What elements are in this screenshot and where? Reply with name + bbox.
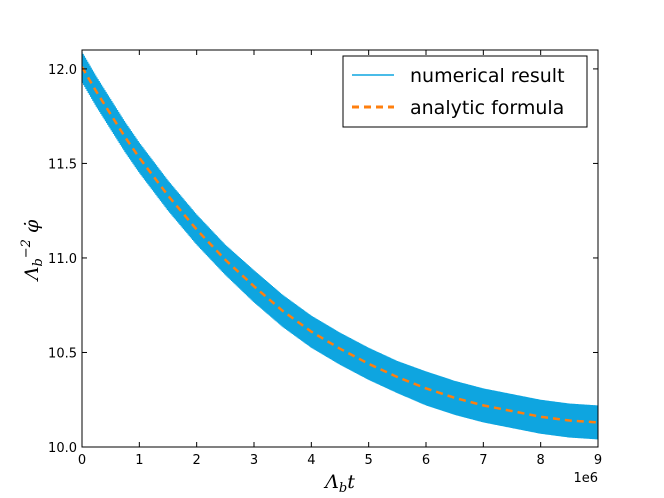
x-tick-label: 5: [365, 453, 373, 468]
plot-frame: [81, 49, 599, 448]
x-tick-label: 0: [78, 453, 86, 468]
x-tick-label: 6: [422, 453, 430, 468]
x-tick-label: 2: [193, 453, 201, 468]
axis-ticks: 0 1 2 3 4 5 6 7 8 9 10.0 10.5 11.0 11.5 12.0: [48, 49, 602, 468]
legend-label-numerical: numerical result: [410, 65, 565, 87]
legend: numerical result analytic formula: [342, 55, 588, 128]
x-tick-label: 3: [250, 453, 258, 468]
x-tick-label: 1: [135, 453, 143, 468]
y-tick-label: 12.0: [48, 63, 77, 78]
y-tick-label: 10.5: [48, 346, 77, 361]
x-tick-label: 8: [537, 453, 545, 468]
y-axis-label: Λb−2 φ̇: [19, 219, 46, 282]
plot-area: [82, 51, 598, 440]
y-tick-label: 11.5: [48, 157, 77, 172]
legend-label-analytic: analytic formula: [410, 97, 564, 119]
y-tick-label: 10.0: [48, 441, 77, 456]
x-tick-label: 9: [594, 453, 602, 468]
y-tick-label: 11.0: [48, 252, 77, 267]
x-tick-label: 7: [479, 453, 487, 468]
x-axis-label: Λbt: [323, 471, 355, 496]
x-offset-label: 1e6: [573, 471, 598, 486]
x-tick-label: 4: [307, 453, 315, 468]
legend-box: [342, 55, 588, 128]
series-analytic-formula: [82, 66, 598, 424]
series-numerical-result: [82, 51, 598, 440]
